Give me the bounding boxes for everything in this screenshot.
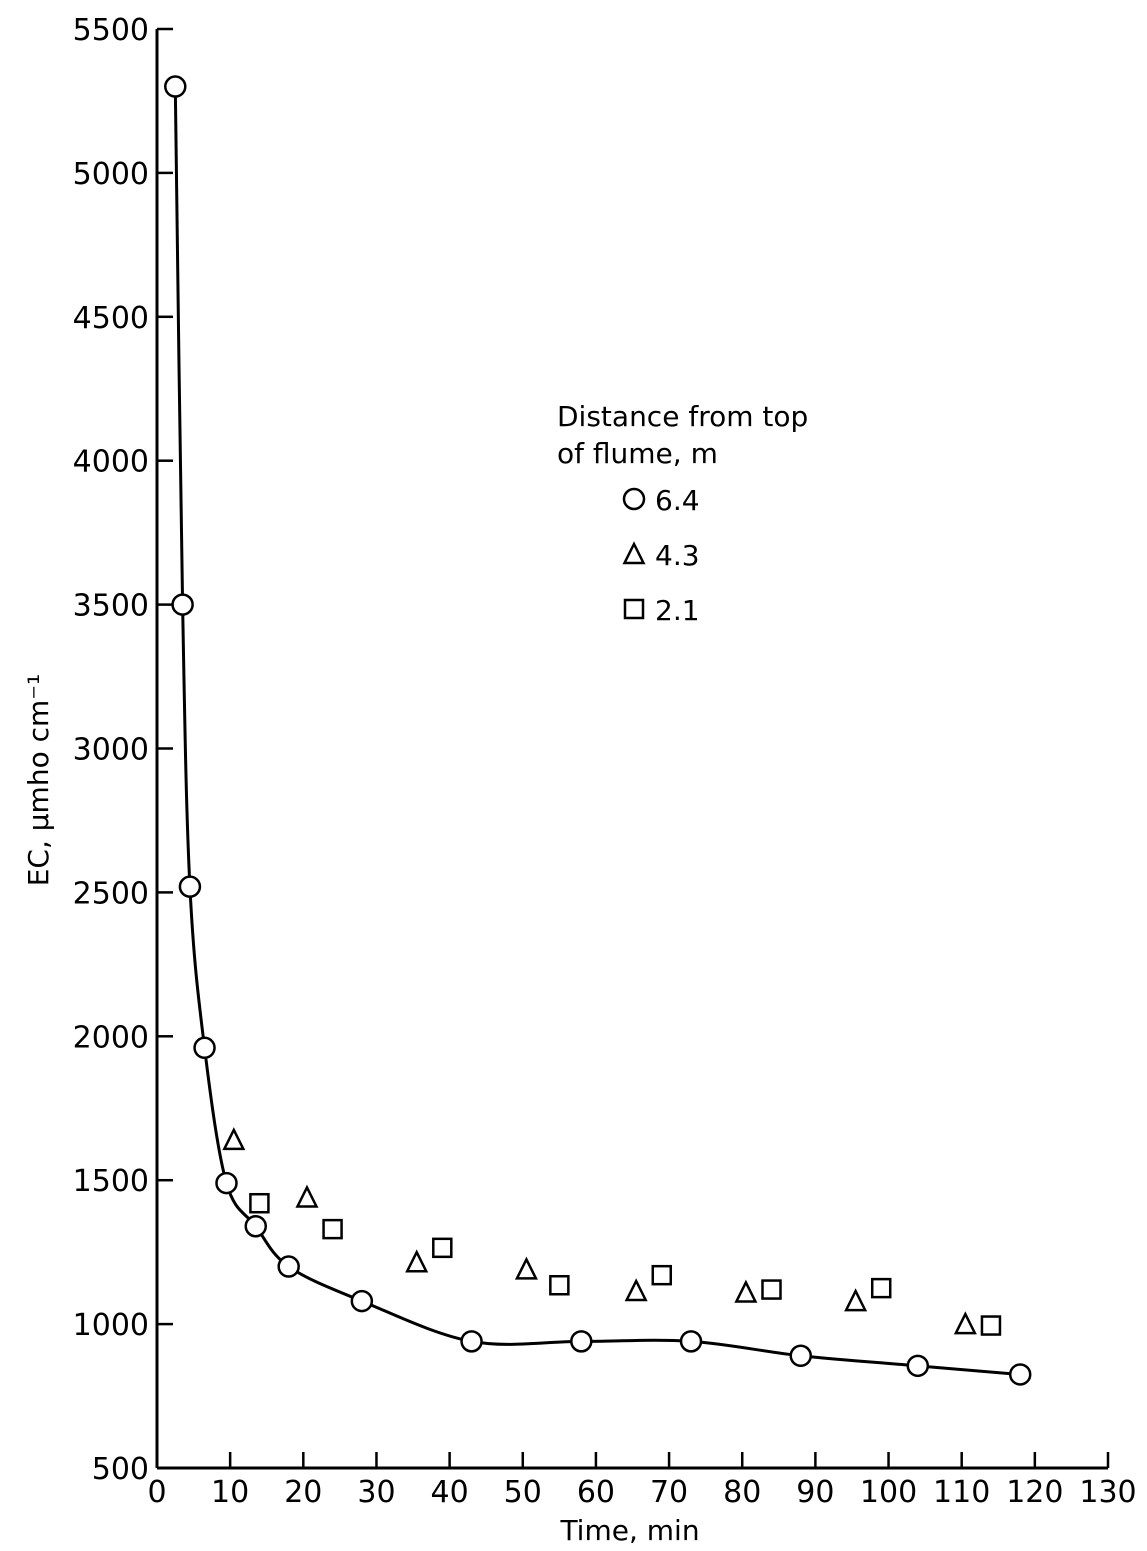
series-4.3-point bbox=[624, 1278, 648, 1302]
x-tick-label: 40 bbox=[431, 1475, 469, 1510]
series-4.3-point bbox=[514, 1256, 538, 1280]
series-2.1-point bbox=[549, 1274, 570, 1296]
y-tick-label: 4500 bbox=[73, 301, 149, 336]
series-2.1-point bbox=[980, 1315, 1002, 1336]
series-2.1-point bbox=[322, 1218, 343, 1240]
legend-items: 6.4 4.3 2.1 bbox=[622, 484, 700, 627]
series-4.3-point bbox=[295, 1184, 319, 1208]
series-2.1-point bbox=[870, 1277, 892, 1299]
y-axis-ticks: 500 1000 1500 2000 2500 3000 3500 4000 4500 5000 5… bbox=[73, 13, 173, 1487]
series-6.4-point bbox=[215, 1171, 238, 1195]
y-tick-label: 500 bbox=[92, 1452, 149, 1487]
x-tick-label: 90 bbox=[796, 1475, 834, 1510]
series-6.4-point bbox=[277, 1255, 300, 1278]
data-points bbox=[164, 75, 1032, 1386]
legend-label-6.4: 6.4 bbox=[655, 484, 700, 517]
series-6.4-point bbox=[171, 593, 194, 616]
series-6.4-point bbox=[1008, 1363, 1032, 1386]
series-2.1-point bbox=[651, 1264, 673, 1286]
y-tick-label: 3000 bbox=[73, 733, 149, 768]
series-4.3-point bbox=[844, 1288, 868, 1312]
series-4.3-point bbox=[734, 1279, 758, 1303]
y-tick-label: 3500 bbox=[73, 589, 149, 624]
series-6.4-point bbox=[164, 75, 187, 98]
x-tick-label: 100 bbox=[860, 1475, 917, 1510]
series-6.4-point bbox=[789, 1344, 813, 1368]
x-tick-label: 20 bbox=[284, 1475, 322, 1510]
x-tick-label: 80 bbox=[723, 1475, 761, 1510]
series-2.1-point bbox=[249, 1192, 270, 1214]
legend: Distance from top of flume, m 6.4 4.3 2.1 bbox=[557, 400, 808, 627]
axes bbox=[155, 29, 1108, 1470]
x-tick-label: 70 bbox=[650, 1475, 688, 1510]
series-6.4-point bbox=[178, 875, 202, 898]
x-tick-label: 0 bbox=[147, 1475, 166, 1510]
series-6.4-point bbox=[460, 1330, 483, 1353]
x-tick-label: 130 bbox=[1079, 1475, 1136, 1510]
y-tick-label: 4000 bbox=[73, 445, 149, 480]
series-6.4-point bbox=[193, 1036, 216, 1060]
x-tick-label: 10 bbox=[211, 1475, 249, 1510]
series-4.3-point bbox=[405, 1249, 429, 1273]
x-tick-label: 120 bbox=[1006, 1475, 1063, 1510]
y-tick-label: 2500 bbox=[73, 876, 149, 911]
y-tick-label: 5000 bbox=[73, 157, 149, 192]
legend-marker-6.4 bbox=[622, 487, 646, 511]
y-axis-label: EC, μmho cm⁻¹ bbox=[22, 674, 55, 887]
series-2.1-point bbox=[761, 1279, 782, 1300]
y-tick-label: 1000 bbox=[73, 1308, 149, 1343]
legend-label-4.3: 4.3 bbox=[655, 539, 700, 572]
series-6.4-point bbox=[244, 1214, 268, 1238]
series-6.4-point bbox=[350, 1289, 374, 1313]
series-6.4-point bbox=[906, 1354, 930, 1378]
x-tick-label: 50 bbox=[504, 1475, 542, 1510]
legend-title-line-1: Distance from top bbox=[557, 400, 808, 433]
legend-label-2.1: 2.1 bbox=[655, 594, 700, 627]
x-axis-label: Time, min bbox=[559, 1514, 699, 1547]
x-tick-label: 60 bbox=[577, 1475, 615, 1510]
series-4.3-point bbox=[953, 1311, 977, 1335]
y-tick-label: 2000 bbox=[73, 1020, 149, 1055]
legend-marker-4.3 bbox=[622, 541, 646, 565]
x-axis-ticks: 0 10 20 30 40 50 60 70 80 90 100 110 120 130 bbox=[147, 1452, 1137, 1510]
y-tick-label: 1500 bbox=[73, 1164, 149, 1199]
x-tick-label: 110 bbox=[933, 1475, 990, 1510]
x-tick-label: 30 bbox=[357, 1475, 395, 1510]
series-6.4-point bbox=[570, 1330, 593, 1353]
y-tick-label: 5500 bbox=[73, 13, 149, 48]
series-6.4-point bbox=[679, 1330, 703, 1353]
legend-marker-2.1 bbox=[623, 598, 645, 620]
series-4.3-point bbox=[222, 1127, 246, 1151]
legend-title-line-2: of flume, m bbox=[557, 437, 718, 470]
series-6.4-fit-line bbox=[173, 86, 1021, 1376]
series-2.1-point bbox=[432, 1237, 453, 1259]
